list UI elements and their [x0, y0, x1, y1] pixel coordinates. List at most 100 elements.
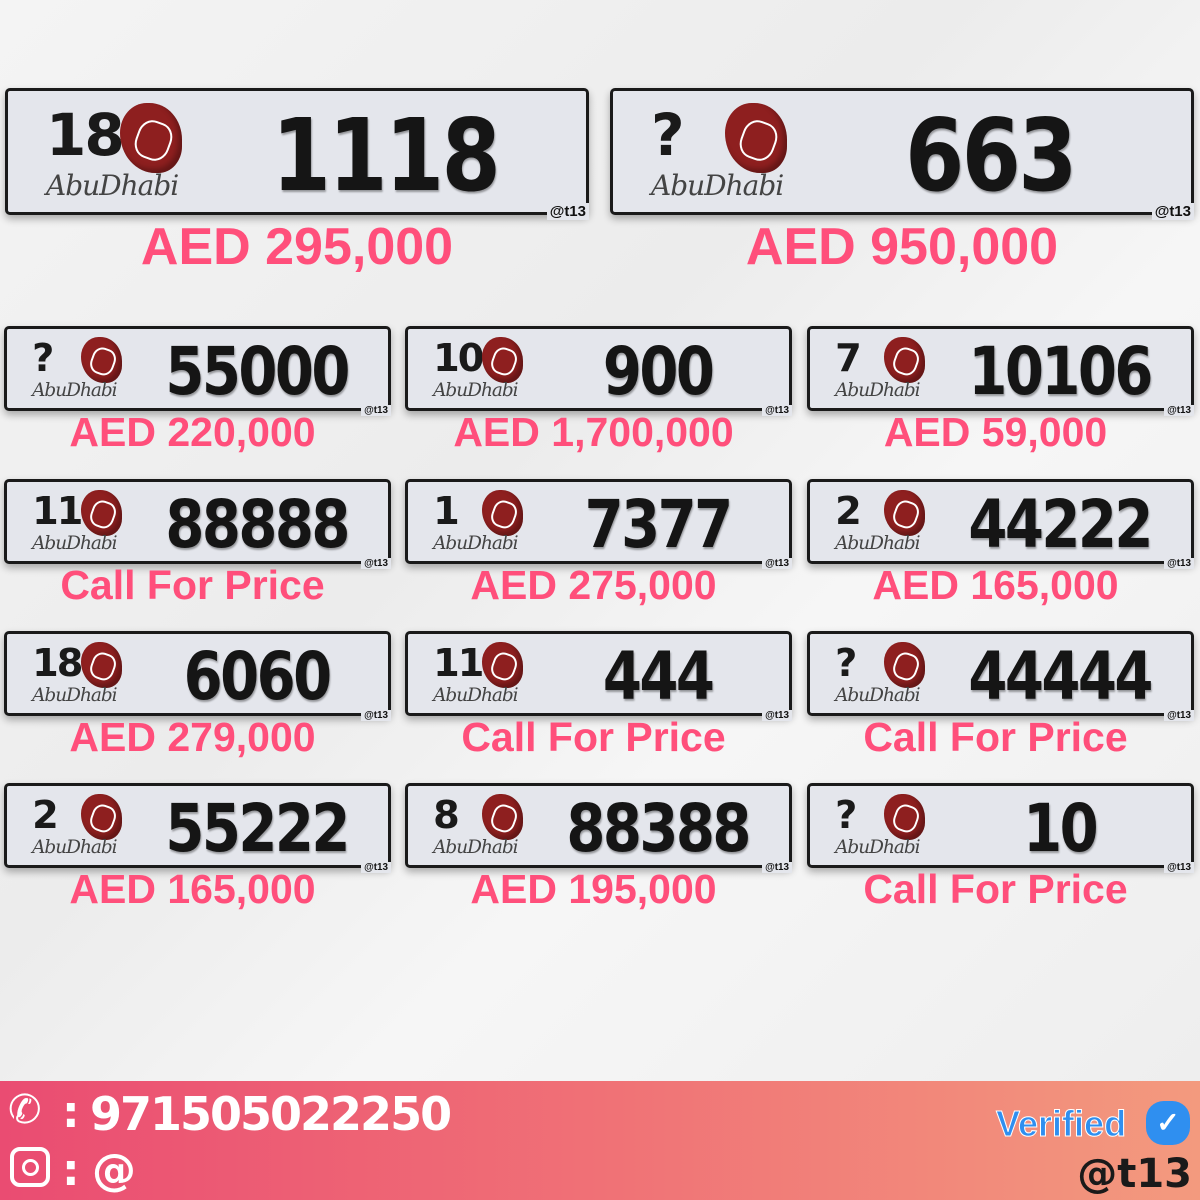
plate-price: Call For Price — [863, 714, 1128, 760]
phone-separator: : — [62, 1087, 80, 1138]
plate: 11 AbuDhabi 444 @t13 — [405, 631, 792, 721]
phone-icon: ✆ — [8, 1087, 42, 1133]
abu-dhabi-logo-icon — [883, 489, 925, 537]
plate-code: 1 — [433, 488, 460, 534]
abu-dhabi-logo-icon — [80, 793, 122, 841]
plate-number: 55000 — [165, 332, 350, 410]
plate: ? AbuDhabi 55000 @t13 — [4, 326, 391, 416]
plate-price: AED 165,000 — [69, 866, 316, 912]
plate-city: AbuDhabi — [433, 380, 518, 402]
plate-tag: @t13 — [1164, 710, 1194, 721]
plate-price: Call For Price — [863, 866, 1128, 912]
plate-price: Call For Price — [60, 562, 325, 608]
plate-code: 2 — [32, 792, 59, 838]
plate-number: 10 — [1023, 789, 1099, 867]
plate-tag: @t13 — [361, 862, 391, 873]
plate-number: 444 — [602, 637, 715, 715]
plate-tag: @t13 — [762, 558, 792, 569]
plate-code: 7 — [835, 335, 862, 381]
plate: 1 AbuDhabi 7377 @t13 — [405, 479, 792, 569]
plate-city: AbuDhabi — [32, 380, 117, 402]
plate-number: 900 — [602, 332, 715, 410]
plate-city: AbuDhabi — [46, 169, 179, 202]
plate-city: AbuDhabi — [835, 533, 920, 555]
plate-code: ? — [651, 101, 685, 169]
plate: 10 AbuDhabi 900 @t13 — [405, 326, 792, 416]
verified-badge-icon: ✓ — [1146, 1101, 1190, 1145]
plate: 18 AbuDhabi 1118 @t13 — [5, 88, 589, 220]
phone-number[interactable]: 971505022250 — [90, 1087, 452, 1141]
plate-tag: @t13 — [1151, 203, 1194, 220]
plate-tag: @t13 — [762, 862, 792, 873]
abu-dhabi-logo-icon — [481, 489, 523, 537]
plate-tag: @t13 — [1164, 558, 1194, 569]
abu-dhabi-logo-icon — [883, 336, 925, 384]
plate: ? AbuDhabi 44444 @t13 — [807, 631, 1194, 721]
plate-price: AED 275,000 — [470, 562, 717, 608]
plate-number: 663 — [905, 97, 1077, 214]
verified-label: Verified — [995, 1103, 1127, 1145]
plate-city: AbuDhabi — [651, 169, 784, 202]
plate-code: 11 — [433, 640, 484, 686]
plate-tag: @t13 — [546, 203, 589, 220]
abu-dhabi-logo-icon — [80, 489, 122, 537]
instagram-separator: : — [62, 1145, 80, 1196]
plate: ? AbuDhabi 663 @t13 — [610, 88, 1194, 220]
plate-price: AED 950,000 — [745, 218, 1059, 276]
plate-city: AbuDhabi — [835, 837, 920, 859]
plate-price: AED 165,000 — [872, 562, 1119, 608]
plate: 7 AbuDhabi 10106 @t13 — [807, 326, 1194, 416]
plate-number: 10106 — [968, 332, 1153, 410]
plate-city: AbuDhabi — [32, 533, 117, 555]
abu-dhabi-logo-icon — [80, 641, 122, 689]
plate-city: AbuDhabi — [32, 837, 117, 859]
plate-price: Call For Price — [461, 714, 726, 760]
contact-footer: ✆ : 971505022250 : @ Verified ✓ @t13 — [0, 1081, 1200, 1200]
plate-number: 44444 — [968, 637, 1153, 715]
plate-number: 6060 — [183, 637, 332, 715]
plate-number: 88388 — [566, 789, 751, 867]
plate-tag: @t13 — [361, 558, 391, 569]
plate-code: 18 — [46, 101, 125, 169]
plate-price: AED 195,000 — [470, 866, 717, 912]
plate-tag: @t13 — [1164, 862, 1194, 873]
plate-tag: @t13 — [762, 710, 792, 721]
abu-dhabi-logo-icon — [120, 103, 182, 173]
plate-number: 44222 — [968, 485, 1153, 563]
plate-code: 10 — [433, 335, 484, 381]
abu-dhabi-logo-icon — [80, 336, 122, 384]
plate-number: 7377 — [584, 485, 733, 563]
plate: 8 AbuDhabi 88388 @t13 — [405, 783, 792, 873]
abu-dhabi-logo-icon — [481, 336, 523, 384]
plate-price: AED 279,000 — [69, 714, 316, 760]
plate-code: 8 — [433, 792, 460, 838]
plate: 2 AbuDhabi 44222 @t13 — [807, 479, 1194, 569]
abu-dhabi-logo-icon — [481, 641, 523, 689]
plate-code: 2 — [835, 488, 862, 534]
plate: 11 AbuDhabi 88888 @t13 — [4, 479, 391, 569]
plate-price: AED 59,000 — [883, 409, 1108, 455]
abu-dhabi-logo-icon — [883, 641, 925, 689]
plate-city: AbuDhabi — [433, 685, 518, 707]
plate-tag: @t13 — [762, 405, 792, 416]
plate-code: ? — [835, 640, 857, 686]
abu-dhabi-logo-icon — [481, 793, 523, 841]
plate-price: AED 220,000 — [69, 409, 316, 455]
plate-code: 11 — [32, 488, 83, 534]
plate-city: AbuDhabi — [32, 685, 117, 707]
plate-city: AbuDhabi — [835, 380, 920, 402]
plate: 18 AbuDhabi 6060 @t13 — [4, 631, 391, 721]
plate-number: 1118 — [271, 97, 501, 214]
abu-dhabi-logo-icon — [883, 793, 925, 841]
instagram-handle[interactable]: @ — [92, 1145, 136, 1196]
plate: 2 AbuDhabi 55222 @t13 — [4, 783, 391, 873]
plate-number: 55222 — [165, 789, 350, 867]
handle: @t13 — [1077, 1151, 1192, 1197]
plate-code: 18 — [32, 640, 83, 686]
instagram-icon[interactable] — [10, 1147, 50, 1187]
plate-tag: @t13 — [361, 710, 391, 721]
plate-code: ? — [32, 335, 54, 381]
plate-number: 88888 — [165, 485, 350, 563]
plate-code: ? — [835, 792, 857, 838]
plate-tag: @t13 — [1164, 405, 1194, 416]
